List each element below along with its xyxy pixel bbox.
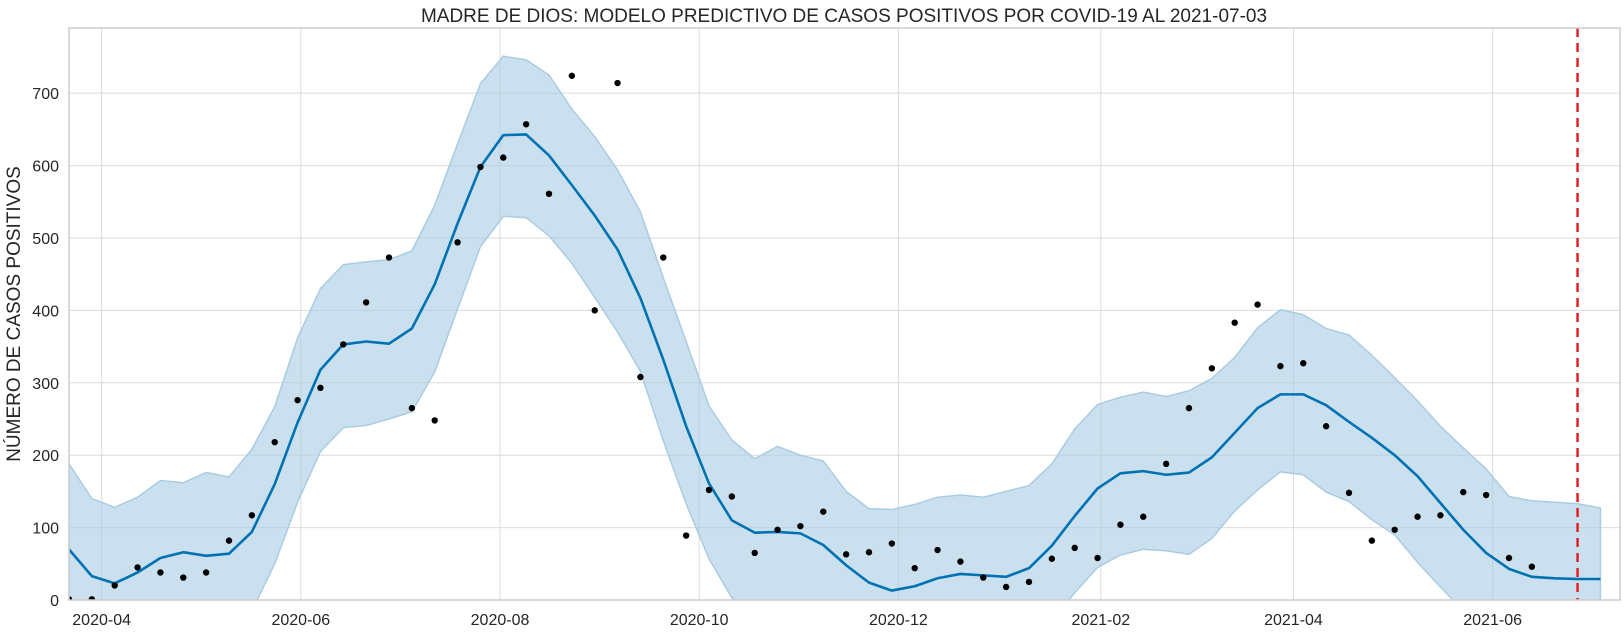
x-tick-label: 2021-02 — [1071, 612, 1130, 629]
observed-point — [842, 551, 850, 558]
observed-point — [682, 532, 690, 539]
observed-point — [660, 254, 667, 261]
observed-point — [225, 537, 233, 544]
y-tick-label: 500 — [32, 231, 59, 248]
observed-point — [431, 417, 438, 424]
observed-point — [705, 486, 713, 494]
y-tick-labels: 0 100 200 300 400 500 600 700 — [32, 86, 59, 610]
observed-point — [1345, 489, 1353, 497]
x-tick-label: 2020-08 — [471, 612, 530, 629]
x-tick-label: 2020-10 — [670, 612, 729, 629]
observed-point — [157, 569, 164, 576]
x-tick-label: 2020-06 — [271, 612, 330, 629]
observed-point — [1162, 460, 1170, 468]
observed-point — [888, 540, 896, 547]
observed-point — [1300, 360, 1307, 367]
observed-point — [774, 526, 781, 533]
x-tick-labels: 2020-04 2020-06 2020-08 2020-10 2020-12 2021-… — [72, 612, 1522, 629]
observed-point — [865, 549, 873, 556]
observed-point — [111, 582, 118, 589]
chart-title: MADRE DE DIOS: MODELO PREDICTIVO DE CASO… — [421, 6, 1267, 27]
x-tick-label: 2020-04 — [72, 612, 131, 629]
observed-point — [545, 190, 553, 198]
observed-point — [248, 512, 256, 519]
observed-point — [1025, 578, 1033, 586]
observed-point — [362, 299, 370, 306]
plot-area — [69, 28, 1602, 600]
observed-point — [751, 549, 758, 557]
observed-point — [1277, 362, 1284, 370]
observed-point — [294, 396, 301, 404]
observed-point — [1185, 404, 1193, 412]
observed-point — [1231, 319, 1238, 326]
x-tick-label: 2021-04 — [1264, 612, 1323, 629]
uncertainty-band — [69, 55, 1602, 600]
y-tick-label: 400 — [32, 303, 59, 320]
observed-point — [180, 574, 187, 581]
observed-point — [1002, 583, 1010, 591]
observed-point — [1094, 554, 1101, 562]
observed-point — [69, 596, 73, 600]
y-tick-label: 600 — [32, 159, 59, 176]
observed-point — [1391, 526, 1398, 533]
forecast-line — [69, 133, 1601, 592]
observed-point — [522, 121, 530, 128]
observed-point — [1482, 491, 1490, 499]
observed-point — [88, 596, 96, 600]
y-tick-label: 200 — [32, 448, 59, 465]
observed-point — [1071, 544, 1078, 552]
observed-point — [797, 522, 804, 530]
observed-point — [1368, 537, 1376, 544]
observed-point — [637, 373, 644, 381]
observed-point — [385, 254, 393, 261]
observed-point — [271, 438, 278, 446]
observed-point — [934, 546, 941, 554]
observed-point — [614, 79, 621, 87]
observed-point — [408, 404, 416, 412]
observed-point — [1528, 563, 1536, 570]
observed-point — [980, 574, 987, 581]
plot-frame — [68, 27, 1621, 601]
observed-point — [1117, 521, 1124, 528]
observed-point — [340, 341, 347, 348]
y-tick-label: 100 — [32, 521, 59, 538]
x-tick-label: 2021-06 — [1463, 612, 1522, 629]
observed-point — [1414, 513, 1421, 520]
observed-point — [1208, 365, 1216, 372]
observed-point — [454, 239, 461, 246]
y-tick-label: 300 — [32, 376, 59, 393]
observed-point — [500, 154, 507, 161]
observed-point — [1254, 301, 1261, 308]
observed-point — [317, 384, 324, 392]
observed-point — [911, 564, 918, 572]
observed-point — [1140, 513, 1147, 520]
y-tick-label: 700 — [32, 86, 59, 103]
observed-point — [820, 508, 827, 515]
y-axis-label: NÚMERO DE CASOS POSITIVOS — [3, 166, 25, 462]
observed-point — [134, 564, 141, 571]
observed-point — [202, 569, 210, 576]
observed-point — [477, 163, 484, 171]
observed-point — [1437, 512, 1444, 519]
observed-point — [568, 72, 576, 79]
observed-point — [591, 307, 598, 314]
observed-point — [728, 493, 736, 500]
observed-point — [1460, 488, 1467, 496]
observed-point — [957, 558, 964, 565]
observed-point — [1505, 554, 1513, 562]
x-tick-label: 2020-12 — [869, 612, 928, 629]
y-tick-label: 0 — [50, 593, 59, 610]
observed-point — [1048, 555, 1056, 562]
observed-point — [1322, 423, 1330, 430]
